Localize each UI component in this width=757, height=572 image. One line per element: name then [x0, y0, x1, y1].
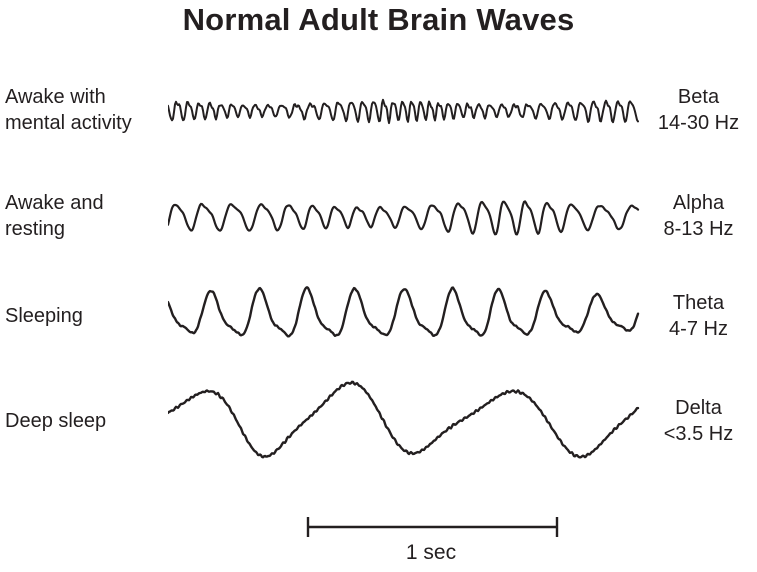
stage-label-line1: Deep sleep [5, 409, 107, 432]
trace-wrap-beta [168, 78, 640, 142]
band-label-delta: Delta <3.5 Hz [640, 395, 757, 448]
stage-label-alpha: Awake and resting [0, 190, 168, 243]
band-label-beta: Beta 14-30 Hz [640, 84, 757, 137]
wave-row-delta: Deep sleep Delta <3.5 Hz [0, 371, 757, 471]
alpha-wave-trace [168, 200, 640, 236]
trace-wrap-delta [168, 371, 640, 471]
stage-label-line2: resting [5, 218, 66, 240]
scale-bar-label: 1 sec [405, 541, 457, 564]
scale-bar [306, 517, 559, 537]
trace-wrap-theta [168, 276, 640, 356]
wave-row-beta: Awake with mental activity Beta 14-30 Hz [0, 78, 757, 142]
band-range: 14-30 Hz [657, 112, 740, 134]
theta-wave-trace [168, 286, 640, 338]
stage-label-line2: mental activity [5, 112, 132, 134]
delta-wave-trace [168, 380, 640, 459]
band-label-alpha: Alpha 8-13 Hz [640, 190, 757, 243]
wave-row-alpha: Awake and resting Alpha 8-13 Hz [0, 184, 757, 248]
band-name: Alpha [672, 191, 725, 214]
stage-label-line1: Sleeping [5, 304, 83, 327]
band-range: <3.5 Hz [663, 423, 734, 445]
stage-label-line1: Awake and [5, 191, 104, 214]
figure-title: Normal Adult Brain Waves [182, 2, 575, 37]
band-name: Beta [677, 85, 720, 108]
stage-label-theta: Sleeping [0, 303, 168, 329]
stage-label-beta: Awake with mental activity [0, 84, 168, 137]
band-name: Delta [675, 396, 722, 419]
band-range: 8-13 Hz [663, 218, 734, 240]
stage-label-line1: Awake with [5, 85, 106, 108]
band-label-theta: Theta 4-7 Hz [640, 290, 757, 343]
band-range: 4-7 Hz [669, 318, 728, 340]
trace-wrap-alpha [168, 184, 640, 248]
wave-row-theta: Sleeping Theta 4-7 Hz [0, 276, 757, 356]
beta-wave-trace [168, 98, 639, 125]
stage-label-delta: Deep sleep [0, 408, 168, 434]
band-name: Theta [672, 291, 725, 314]
